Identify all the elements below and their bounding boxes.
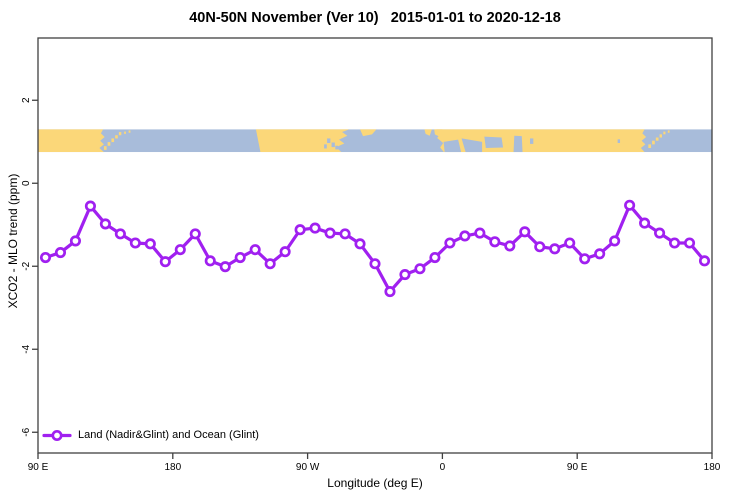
data-point: [234, 251, 246, 264]
map-island: [128, 130, 131, 133]
data-point: [189, 228, 201, 240]
data-point: [609, 235, 621, 247]
data-point: [114, 228, 126, 240]
data-point: [399, 268, 411, 281]
map-sea: [443, 139, 462, 153]
x-axis-label: Longitude (deg E): [327, 476, 423, 490]
map-island: [115, 135, 118, 139]
data-point: [144, 238, 156, 250]
data-point: [129, 237, 141, 249]
map-island: [667, 130, 670, 133]
y-tick-label: -6: [21, 427, 32, 436]
map-land: [424, 129, 432, 136]
x-tick-label: 180: [164, 462, 181, 473]
x-tick-label: 90 E: [567, 462, 588, 473]
map-island: [118, 132, 122, 136]
data-point: [579, 253, 591, 265]
map-sea: [484, 136, 504, 149]
data-point: [339, 228, 351, 240]
data-point: [69, 235, 81, 247]
map-land: [38, 129, 105, 153]
data-point: [504, 240, 516, 252]
map-island: [663, 131, 666, 135]
data-point: [219, 261, 231, 273]
chart-title: 40N-50N November (Ver 10) 2015-01-01 to …: [189, 10, 561, 26]
map-sea: [461, 138, 483, 153]
data-point: [654, 227, 666, 239]
y-tick-label: -4: [21, 344, 32, 353]
map-lake: [335, 145, 339, 150]
x-tick-label: 180: [704, 462, 721, 473]
data-point: [489, 236, 501, 248]
data-point: [594, 248, 606, 260]
map-island: [655, 137, 659, 141]
data-point: [309, 222, 321, 234]
data-point: [264, 258, 276, 270]
data-point: [54, 247, 67, 259]
data-point: [459, 230, 471, 242]
data-point: [444, 237, 456, 249]
map-lake: [331, 142, 335, 148]
map-island: [648, 144, 652, 149]
map-island: [111, 138, 115, 143]
data-point: [429, 251, 441, 264]
x-tick-label: 90 W: [296, 462, 320, 473]
map-island: [124, 131, 126, 134]
data-point: [384, 286, 396, 298]
y-tick-label: 2: [21, 97, 32, 103]
map-island: [103, 146, 107, 150]
data-point: [698, 255, 711, 267]
map-island: [652, 140, 655, 145]
y-tick-label: 0: [21, 180, 32, 186]
data-point: [39, 251, 52, 264]
map-lake: [530, 138, 534, 144]
data-point: [159, 256, 171, 268]
map-island: [107, 142, 111, 146]
map-lake: [327, 138, 331, 143]
data-point: [204, 255, 216, 267]
data-point: [294, 224, 306, 236]
x-tick-label: 90 E: [28, 462, 49, 473]
map-lake: [617, 139, 621, 143]
data-point: [174, 244, 186, 256]
plot-border: [37, 37, 713, 454]
data-point: [519, 226, 531, 238]
map-island: [659, 134, 662, 138]
world-map-strip: [38, 129, 712, 153]
data-point: [99, 218, 111, 230]
map-sea: [513, 135, 523, 153]
data-point: [624, 199, 636, 211]
data-point: [564, 237, 576, 249]
data-point: [474, 227, 486, 239]
legend-label: Land (Nadir&Glint) and Ocean (Glint): [78, 429, 259, 441]
data-point: [683, 237, 696, 249]
data-point: [534, 241, 546, 253]
data-point: [279, 246, 291, 258]
data-point: [549, 243, 561, 255]
x-tick-label: 0: [440, 462, 446, 473]
data-point: [639, 217, 651, 229]
data-line: [43, 203, 707, 294]
data-point: [669, 237, 681, 249]
data-point: [249, 244, 261, 256]
data-point: [324, 227, 336, 239]
map-land: [360, 129, 377, 137]
data-point: [369, 258, 381, 270]
map-lake: [324, 144, 327, 149]
y-tick-label: -2: [21, 261, 32, 270]
data-point: [354, 238, 366, 250]
data-point: [84, 200, 96, 212]
data-point: [414, 263, 426, 275]
legend-marker-sample: [51, 429, 63, 442]
